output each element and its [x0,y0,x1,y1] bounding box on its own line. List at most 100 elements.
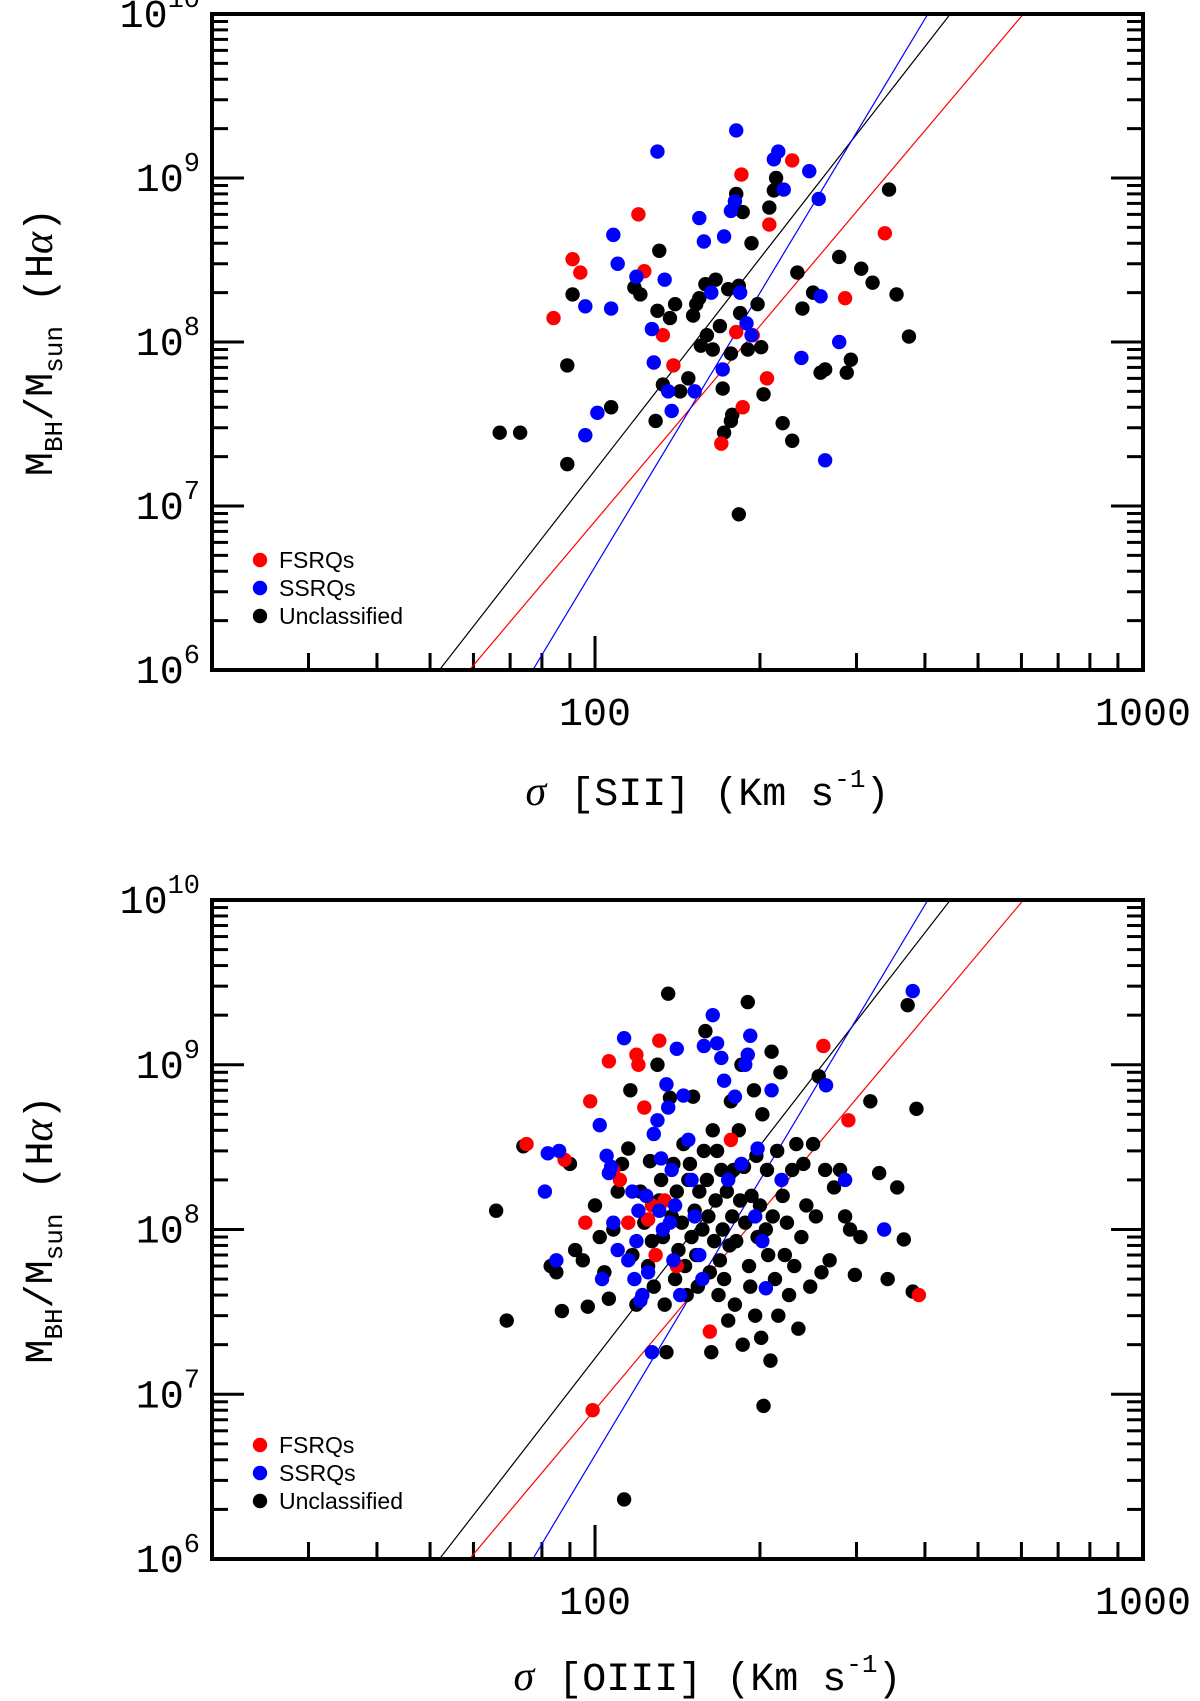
legend-label: SSRQs [279,1460,356,1486]
data-point-unclassified [592,1229,607,1245]
x-tick-label: 1000 [1095,1582,1191,1627]
data-point-ssrqs [603,1159,619,1175]
data-point-unclassified [715,1222,730,1237]
data-point-ssrqs [732,285,748,300]
data-point-unclassified [652,243,667,258]
data-point-unclassified [817,1162,833,1178]
data-point-ssrqs [590,405,605,421]
data-point-unclassified [681,371,696,386]
data-point-unclassified [889,287,904,302]
data-point-unclassified [709,1143,725,1159]
data-point-fsrqs [723,1132,739,1148]
data-point-ssrqs [721,1172,736,1188]
data-point-unclassified [826,1180,842,1195]
data-point-ssrqs [813,289,828,304]
data-point-unclassified [701,1209,716,1224]
data-point-unclassified [716,425,732,440]
data-point-unclassified [768,170,784,186]
data-point-fsrqs [762,217,777,232]
data-point-ssrqs [750,1141,765,1156]
y-axis-label: MBH/Msun (Hα) [16,1095,70,1363]
data-point-unclassified [839,365,854,380]
data-point-unclassified [758,1222,774,1237]
data-point-unclassified [795,301,810,316]
data-point-fsrqs [648,1247,663,1263]
data-point-unclassified [909,1101,924,1117]
data-point-ssrqs [692,210,707,226]
data-point-unclassified [695,1222,710,1237]
data-point-ssrqs [616,1030,632,1046]
x-tick-label: 100 [559,1582,631,1627]
black-fit-line [438,900,951,1559]
data-point-unclassified [731,1123,747,1138]
data-point-ssrqs [659,1077,674,1092]
data-point-unclassified [773,1065,788,1080]
data-point-unclassified [646,1279,661,1294]
data-point-unclassified [762,200,777,215]
legend-label: Unclassified [279,1488,403,1514]
data-point-fsrqs [612,1172,628,1188]
data-point-ssrqs [714,1050,729,1066]
legend-label: FSRQs [279,1432,354,1458]
data-point-ssrqs [650,144,665,159]
legend-label: SSRQs [279,575,356,601]
y-ticks [212,906,1143,1561]
data-point-unclassified [565,287,580,302]
data-point-unclassified [560,358,575,373]
data-point-unclassified [796,1156,811,1172]
data-point-unclassified [492,425,507,440]
data-point-fsrqs [631,1057,646,1072]
data-point-ssrqs [687,384,702,399]
data-point-fsrqs [666,358,681,373]
data-point-unclassified [674,1215,690,1230]
data-point-unclassified [746,1083,762,1098]
x-ticks [210,1525,1145,1559]
data-point-fsrqs [621,1215,636,1230]
data-point-unclassified [715,381,730,396]
data-point-unclassified [805,1136,821,1152]
data-point-fsrqs [911,1287,927,1303]
data-point-unclassified [711,1287,726,1303]
data-point-unclassified [650,303,665,318]
data-point-ssrqs [774,1172,789,1188]
data-point-unclassified [705,1123,720,1138]
x-tick-label: 1000 [1095,693,1191,738]
data-point-fsrqs [652,1033,667,1048]
data-point-unclassified [696,1143,712,1159]
data-point-ssrqs [631,1203,646,1218]
data-point-unclassified [741,1258,757,1274]
data-point-unclassified [719,1184,735,1199]
data-point-unclassified [799,1198,814,1213]
data-point-unclassified [669,1184,684,1199]
legend-marker [252,1437,268,1453]
data-point-unclassified [575,1253,591,1268]
data-point-unclassified [822,1253,837,1268]
data-point-unclassified [712,318,728,334]
data-point-ssrqs [644,1344,660,1360]
data-point-unclassified [791,1321,806,1336]
data-point-ssrqs [696,1038,712,1054]
data-point-ssrqs [818,1078,834,1093]
plot-frame [210,12,1145,672]
data-point-unclassified [764,1044,779,1059]
data-point-ssrqs [640,1265,656,1280]
data-point-unclassified [699,328,715,343]
data-point-ssrqs [669,1041,684,1056]
data-point-fsrqs [546,310,561,326]
data-point-ssrqs [594,1271,610,1287]
data-point-ssrqs [715,362,730,377]
data-point-unclassified [790,265,805,280]
data-point-ssrqs [776,182,791,197]
y-tick-label: 1010 [120,872,200,926]
data-point-unclassified [603,400,619,415]
data-point-ssrqs [794,350,809,366]
data-point-unclassified [901,329,917,344]
data-point-unclassified [642,1153,658,1169]
data-point-ssrqs [646,1126,661,1142]
blue-fit-line [532,900,929,1559]
data-point-unclassified [699,1172,715,1188]
data-point-ssrqs [672,1287,688,1303]
data-point-ssrqs [744,328,759,343]
data-point-unclassified [753,1330,769,1346]
